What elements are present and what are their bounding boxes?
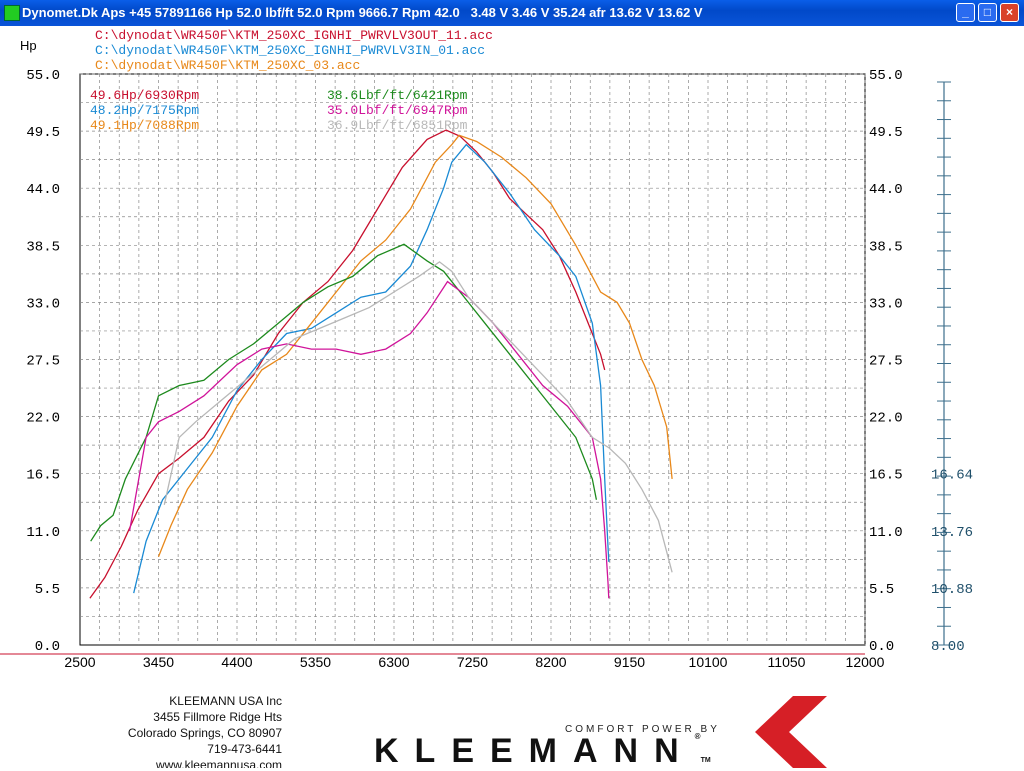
x-tick-label: 5350 <box>300 654 331 670</box>
y-tick-label: 38.5 <box>26 239 60 255</box>
right-y-tick-label: 0.0 <box>869 639 894 655</box>
axes: 0.0 5.5 11.0 16.5 22.0 27.5 33.0 38.5 44.0 49.5 55… <box>0 38 973 670</box>
x-tick-label: 6300 <box>378 654 409 670</box>
right-y-tick-label: 27.5 <box>869 354 903 370</box>
company-street: 3455 Fillmore Ridge Hts <box>153 710 282 724</box>
file-legend-entry: C:\dynodat\WR450F\KTM_250XC_03.acc <box>95 58 360 73</box>
brand-registered: ® <box>694 732 701 741</box>
company-city: Colorado Springs, CO 80907 <box>127 726 282 740</box>
y-tick-label: 16.5 <box>26 468 60 484</box>
y-tick-label: 49.5 <box>26 125 60 141</box>
x-tick-label: 8200 <box>535 654 566 670</box>
right-y-tick-label: 49.5 <box>869 125 903 141</box>
series-line-1 <box>89 129 606 599</box>
y-tick-label: 44.0 <box>26 182 60 198</box>
minimize-button[interactable]: _ <box>956 3 975 22</box>
torque-peak-label: 38.6Lbf/ft/6421Rpm <box>327 88 468 103</box>
right-y-tick-label: 11.0 <box>869 525 903 541</box>
brand-tagline: COMFORT POWER BY <box>565 724 720 735</box>
app-icon <box>4 5 20 21</box>
torque-peak-label: 35.0Lbf/ft/6947Rpm <box>327 103 468 118</box>
grid <box>79 73 866 646</box>
series-line-4 <box>90 243 598 542</box>
right-y-tick-label: 33.0 <box>869 296 903 312</box>
right-y-tick-label: 22.0 <box>869 411 903 427</box>
y-tick-label: 33.0 <box>26 296 60 312</box>
x-tick-label: 2500 <box>64 654 95 670</box>
series-line-6 <box>163 261 673 573</box>
series-line-3 <box>157 134 673 558</box>
x-tick-label: 7250 <box>457 654 488 670</box>
y-tick-label: 0.0 <box>35 639 60 655</box>
torque-peak-label: 36.9Lbf/ft/6851Rpm <box>327 118 468 133</box>
labels: C:\dynodat\WR450F\KTM_250XC_IGNHI_PWRVLV… <box>90 28 493 133</box>
maximize-button[interactable]: □ <box>978 3 997 22</box>
y-tick-label: 22.0 <box>26 411 60 427</box>
y-tick-label: 11.0 <box>26 525 60 541</box>
y-tick-label: 5.5 <box>35 582 60 598</box>
afr-tick-label: 16.64 <box>931 468 973 484</box>
brand-wordmark: KLEEMANN® TM <box>374 732 711 771</box>
right-y-tick-label: 16.5 <box>869 468 903 484</box>
close-button[interactable]: × <box>1000 3 1019 22</box>
x-tick-label: 10100 <box>689 654 728 670</box>
right-y-tick-label: 38.5 <box>869 239 903 255</box>
window-titlebar: Dynomet.Dk Aps +45 57891166 Hp 52.0 lbf/… <box>0 0 1024 26</box>
series-group <box>89 129 673 599</box>
y-tick-label: 55.0 <box>26 68 60 84</box>
brand-name: KLEEMANN <box>374 732 695 770</box>
file-legend-entry: C:\dynodat\WR450F\KTM_250XC_IGNHI_PWRVLV… <box>95 28 493 43</box>
afr-tick-label: 13.76 <box>931 525 973 541</box>
dyno-chart: 0.0 5.5 11.0 16.5 22.0 27.5 33.0 38.5 44.0 49.5 55… <box>0 28 973 670</box>
x-tick-label: 12000 <box>846 654 885 670</box>
right-y-tick-label: 55.0 <box>869 68 903 84</box>
x-tick-label: 11050 <box>768 654 806 670</box>
company-name: KLEEMANN USA Inc <box>169 694 282 708</box>
right-y-tick-label: 44.0 <box>869 182 903 198</box>
hp-peak-label: 49.6Hp/6930Rpm <box>90 88 199 103</box>
afr-tick-label: 8.00 <box>931 639 965 655</box>
hp-peak-label: 48.2Hp/7175Rpm <box>90 103 199 118</box>
right-y-tick-label: 5.5 <box>869 582 894 598</box>
file-legend-entry: C:\dynodat\WR450F\KTM_250XC_IGNHI_PWRVLV… <box>95 43 485 58</box>
series-line-2 <box>133 143 610 594</box>
x-tick-label: 9150 <box>614 654 645 670</box>
company-phone: 719-473-6441 <box>207 742 282 756</box>
kleemann-chevron-logo <box>755 696 827 768</box>
y-tick-label: 27.5 <box>26 354 60 370</box>
window-title: Dynomet.Dk Aps +45 57891166 Hp 52.0 lbf/… <box>22 5 703 20</box>
brand-trademark: TM <box>700 757 711 764</box>
x-tick-label: 4400 <box>221 654 252 670</box>
company-website[interactable]: www.kleemannusa.com <box>155 758 282 768</box>
x-tick-label: 3450 <box>143 654 174 670</box>
afr-tick-label: 10.88 <box>931 582 973 598</box>
hp-peak-label: 49.1Hp/7088Rpm <box>90 118 199 133</box>
y-axis-label: Hp <box>20 38 37 53</box>
